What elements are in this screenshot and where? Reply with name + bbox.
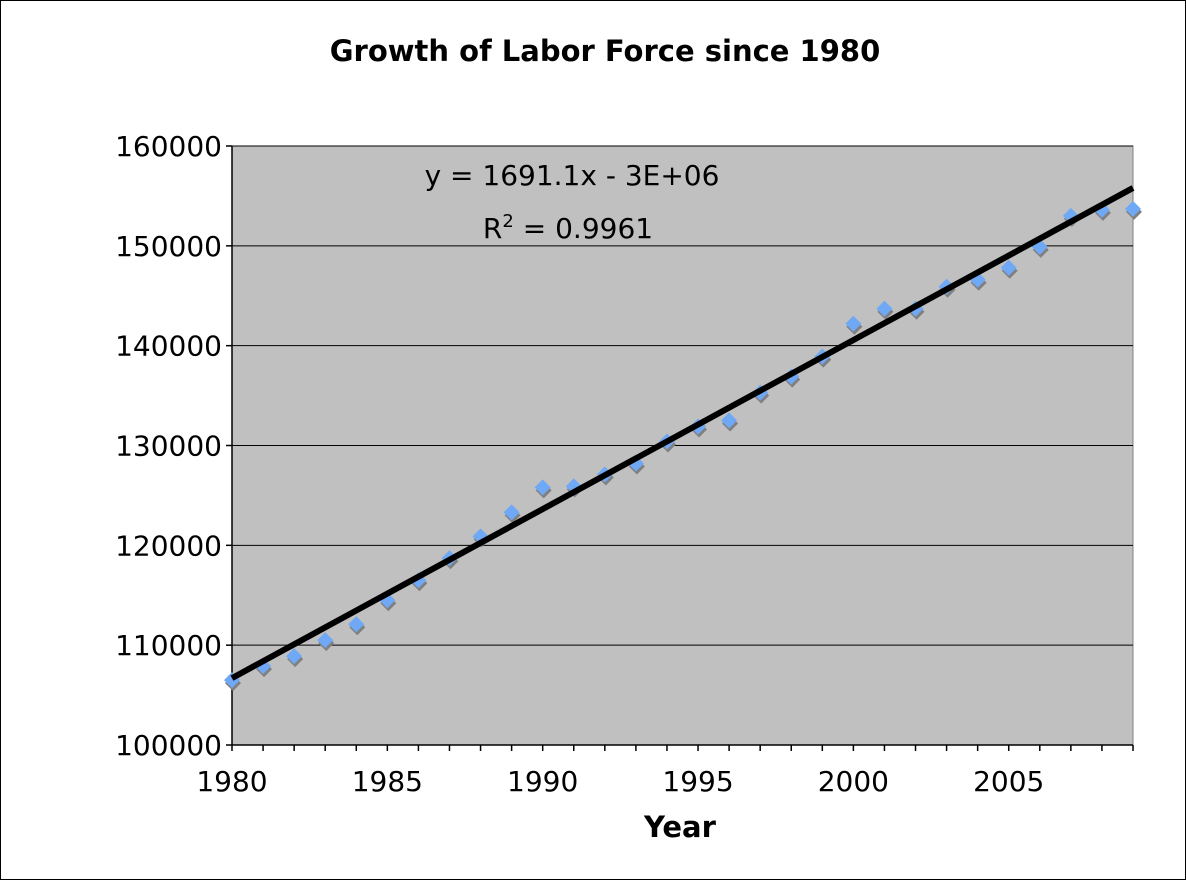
axes [226, 145, 1134, 751]
data-point-marker [845, 315, 862, 332]
data-point-2001 [876, 300, 894, 320]
data-point-2009 [1125, 200, 1142, 220]
data-point-1982 [286, 648, 304, 668]
gridlines [232, 145, 1133, 646]
data-point-marker [721, 412, 738, 429]
data-point-marker [1000, 259, 1017, 276]
data-point-marker [876, 300, 893, 317]
y-tick-label-120000: 120000 [115, 529, 222, 562]
data-point-marker [503, 504, 520, 521]
y-tick-label-110000: 110000 [115, 629, 222, 662]
r-squared-value: = 0.9961 [514, 212, 653, 245]
x-tick-label-1985: 1985 [352, 765, 423, 798]
data-point-1983 [317, 632, 335, 652]
x-tick-label-1980: 1980 [196, 765, 267, 798]
r-squared-label: R2 = 0.9961 [483, 211, 653, 245]
trendline-equation: y = 1691.1x - 3E+06 [425, 159, 720, 192]
trendline-layer [230, 185, 1135, 681]
x-tick-label-2005: 2005 [973, 765, 1044, 798]
data-point-2000 [845, 315, 863, 335]
data-point-marker [317, 632, 334, 649]
x-tick-label-1995: 1995 [662, 765, 733, 798]
x-tick-label-2000: 2000 [818, 765, 889, 798]
y-tick-label-140000: 140000 [115, 330, 222, 363]
chart-title: Growth of Labor Force since 1980 [330, 34, 881, 68]
data-point-2005 [1000, 259, 1018, 279]
data-point-marker [1125, 200, 1141, 217]
y-tick-label-100000: 100000 [115, 729, 222, 762]
y-tick-label-150000: 150000 [115, 230, 222, 263]
data-point-marker [348, 616, 365, 633]
data-point-1989 [503, 504, 521, 524]
data-point-marker [286, 648, 303, 665]
x-tick-label-1990: 1990 [507, 765, 578, 798]
y-tick-label-130000: 130000 [115, 430, 222, 463]
data-point-marker [534, 479, 551, 496]
x-tick-labels: 1980 1985 1990 1995 2000 2005 [196, 765, 1044, 798]
y-tick-label-160000: 160000 [115, 130, 222, 163]
r-squared-superscript: 2 [502, 211, 513, 232]
r-squared-prefix: R [483, 212, 502, 245]
data-point-1990 [534, 479, 552, 499]
data-point-1996 [721, 412, 739, 432]
data-point-1984 [348, 616, 366, 636]
y-tick-labels: 100000 110000 120000 130000 140000 150000 1600… [115, 130, 222, 762]
x-axis-label: Year [643, 810, 717, 844]
trendline [230, 185, 1135, 681]
